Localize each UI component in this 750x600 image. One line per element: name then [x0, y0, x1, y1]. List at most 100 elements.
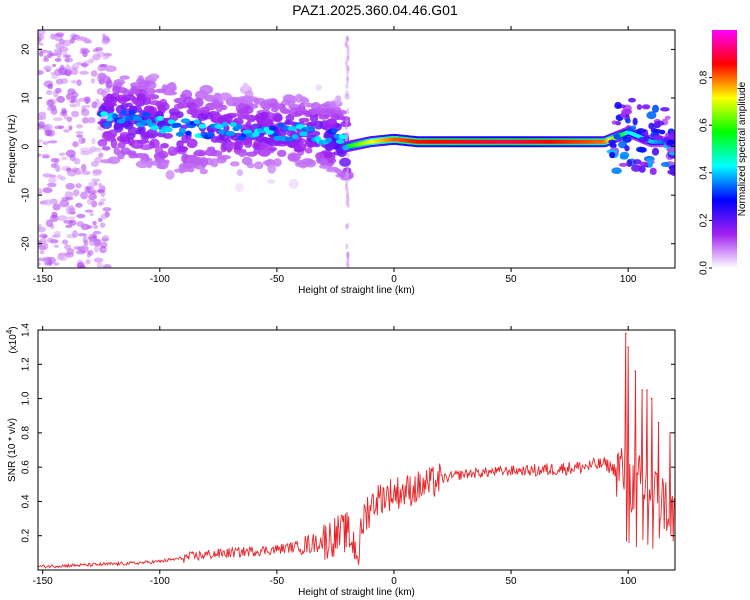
heatmap-cell [346, 78, 349, 84]
x-tick-label: 100 [620, 576, 637, 587]
figure: -150 -100 -50 0 50 100-20-1001020Height of st… [0, 0, 750, 600]
heatmap-cell [174, 104, 184, 110]
x-tick-label: -100 [150, 274, 170, 285]
heatmap-cell [91, 137, 95, 144]
heatmap-cell [667, 148, 677, 153]
x-tick-label: 0 [391, 576, 397, 587]
y-tick-label: 0.4 [21, 494, 32, 508]
heatmap-cell [85, 210, 94, 213]
heatmap-cell [346, 65, 349, 71]
heatmap-cell [53, 117, 63, 121]
heatmap-cell [636, 128, 646, 133]
heatmap-cell [327, 118, 337, 125]
heatmap-cell [638, 147, 647, 153]
heatmap-cell [54, 231, 61, 236]
heatmap-cell [267, 179, 275, 183]
heatmap-cell [74, 246, 80, 250]
heatmap-cell [165, 127, 173, 132]
heatmap-cell [46, 99, 54, 106]
heatmap-cell [319, 159, 325, 165]
heatmap-cell [102, 207, 111, 211]
heatmap-cell [625, 118, 631, 123]
heatmap-cell [346, 37, 349, 43]
heatmap-cell [95, 47, 103, 51]
snr-spike-point [627, 346, 629, 348]
heatmap-cell [77, 81, 83, 85]
heatmap-cell [264, 139, 270, 144]
heatmap-cell [346, 56, 349, 62]
heatmap-cell [325, 138, 332, 143]
heatmap-cell [97, 262, 103, 268]
heatmap-cell [93, 225, 98, 230]
heatmap-cell [193, 151, 200, 156]
heatmap-cell [43, 199, 53, 205]
heatmap-cell [180, 94, 187, 99]
heatmap-cell [130, 88, 140, 93]
y-tick-label: 1.4 [21, 323, 32, 337]
heatmap-cell [78, 137, 84, 144]
heatmap-cell [319, 115, 330, 120]
heatmap-cell [101, 238, 108, 242]
heatmap-cell [46, 90, 53, 95]
heatmap-cell [55, 32, 64, 37]
heatmap-cell [289, 179, 299, 189]
heatmap-cell [75, 183, 82, 188]
heatmap-cell [139, 80, 151, 88]
heatmap-cell [237, 108, 249, 118]
heatmap-cell [43, 66, 52, 71]
heatmap-cell [85, 259, 90, 264]
heatmap-cell [140, 130, 146, 139]
heatmap-cell [100, 214, 108, 219]
heatmap-cell [230, 161, 240, 166]
heatmap-cell [339, 158, 351, 167]
heatmap-cell [345, 42, 348, 48]
heatmap-cell [91, 103, 95, 108]
heatmap-cell [346, 191, 349, 197]
heatmap-cell [309, 127, 315, 132]
heatmap-cell [150, 125, 159, 130]
heatmap-cell [199, 107, 210, 114]
y-tick-label: 0.8 [21, 425, 32, 439]
heatmap-cell [342, 145, 349, 150]
x-axis-label: Height of straight line (km) [298, 285, 415, 296]
heatmap-cell [633, 118, 638, 126]
heatmap-cell [167, 83, 174, 89]
heatmap-cell [200, 85, 214, 95]
x-tick-label: -50 [270, 274, 285, 285]
heatmap-cell [339, 116, 350, 120]
heatmap-cell [620, 152, 629, 159]
heatmap-cell [619, 163, 628, 167]
heatmap-cell [168, 146, 177, 156]
heatmap-cell [63, 54, 71, 57]
heatmap-cell [119, 75, 129, 79]
heatmap-cell [655, 121, 665, 126]
heatmap-cell [91, 70, 98, 77]
heatmap-cell [642, 104, 651, 109]
heatmap-cell [346, 223, 349, 229]
heatmap-cell [84, 186, 89, 193]
heatmap-cell [59, 200, 69, 208]
heatmap-cell [142, 112, 150, 117]
heatmap-cell [273, 114, 282, 122]
heatmap-cell [52, 64, 56, 67]
heatmap-cell [180, 128, 186, 133]
heatmap-cell [89, 213, 94, 216]
heatmap-cell [49, 53, 58, 56]
snr-series-line [38, 333, 675, 568]
snr-spike-point [646, 389, 648, 391]
heatmap-cell [276, 104, 283, 109]
heatmap-cell [76, 131, 84, 134]
heatmap-cell [667, 140, 675, 146]
heatmap-cell [316, 84, 322, 90]
heatmap-cell [59, 254, 67, 261]
heatmap-cell [157, 116, 164, 121]
heatmap-cell [97, 73, 106, 80]
heatmap-cell [305, 148, 312, 154]
heatmap-cell [72, 141, 78, 147]
heatmap-cell [148, 100, 162, 105]
heatmap-cell [661, 162, 670, 167]
heatmap-cell [55, 88, 62, 94]
heatmap-cell [650, 168, 657, 175]
heatmap-cell [136, 160, 149, 168]
heatmap-cell [633, 159, 642, 164]
